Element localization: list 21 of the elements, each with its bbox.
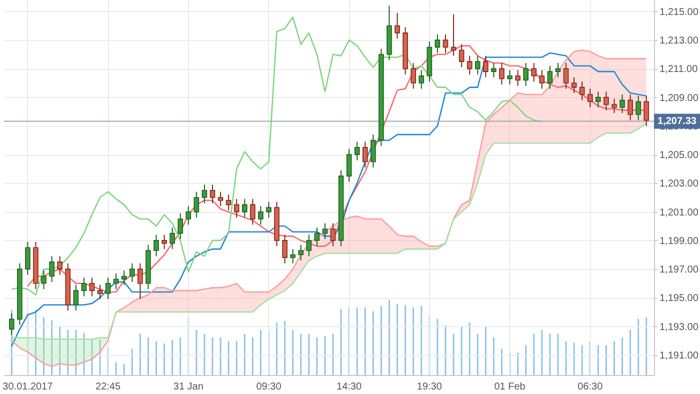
x-tick-label: 06:30 bbox=[578, 382, 604, 392]
y-tick-label: 1,195.00 bbox=[660, 293, 699, 304]
x-tick-label: 22:45 bbox=[96, 382, 121, 392]
y-tick-label: 1,215.00 bbox=[660, 6, 699, 18]
y-tick-label: 1,211.00 bbox=[660, 64, 698, 76]
ref-line-label: 1,207.33 bbox=[658, 116, 697, 128]
x-tick-label: 09:30 bbox=[256, 382, 282, 392]
y-tick-label: 1,209.00 bbox=[660, 92, 699, 104]
y-tick-label: 1,197.00 bbox=[660, 264, 699, 276]
x-tick-label: 01 Feb bbox=[494, 382, 526, 392]
y-tick-label: 1,193.00 bbox=[660, 322, 699, 333]
y-tick-label: 1,199.00 bbox=[660, 236, 699, 247]
y-tick-label: 1,201.00 bbox=[660, 207, 699, 218]
x-tick-label: 30.01.2017 bbox=[2, 382, 54, 392]
x-tick-label: 14:30 bbox=[336, 382, 362, 392]
y-tick-label: 1,203.00 bbox=[660, 178, 699, 190]
y-tick-label: 1,205.00 bbox=[660, 150, 699, 162]
y-tick-label: 1,191.00 bbox=[660, 350, 699, 362]
x-tick-label: 19:30 bbox=[416, 382, 442, 392]
y-tick-label: 1,213.00 bbox=[660, 36, 699, 47]
x-tick-label: 31 Jan bbox=[173, 382, 204, 392]
